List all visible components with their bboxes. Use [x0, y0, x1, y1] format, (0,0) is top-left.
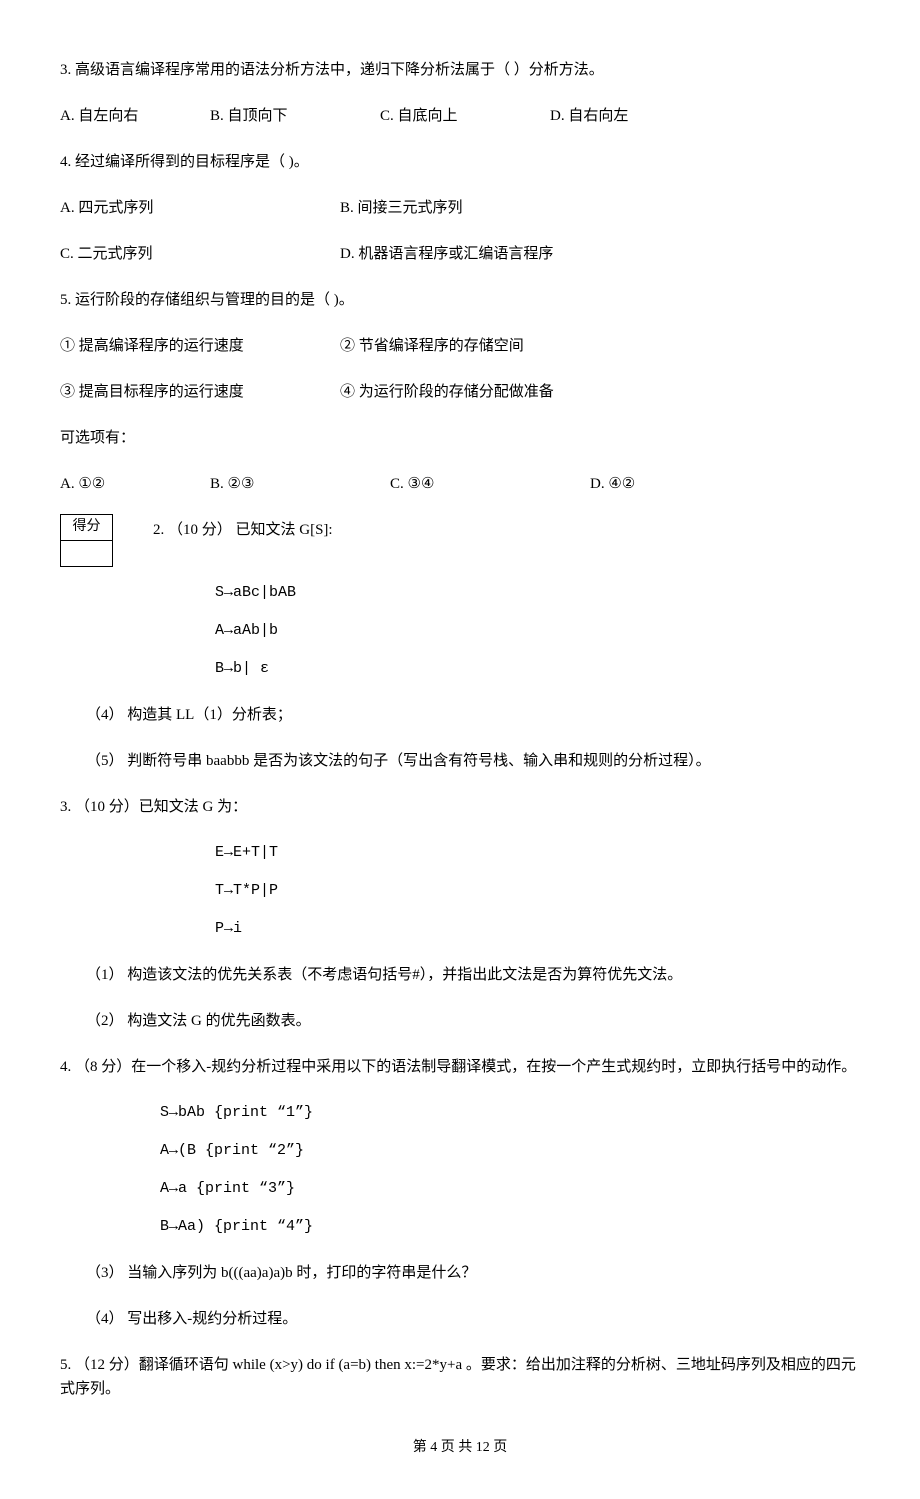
page-footer: 第 4 页 共 12 页 [60, 1437, 860, 1459]
q5-opt-d: D. ④② [590, 472, 760, 496]
q5-opts-label: 可选项有： [60, 426, 860, 450]
q3b-sub1: （1） 构造该文法的优先关系表（不考虑语句括号#），并指出此文法是否为算符优先文… [60, 963, 860, 987]
q4b-rule1: S→bAb {print “1”} [60, 1101, 860, 1125]
q4b-sub4: （4） 写出移入-规约分析过程。 [60, 1307, 860, 1331]
q4b-sub3: （3） 当输入序列为 b(((aa)a)a)b 时，打印的字符串是什么？ [60, 1261, 860, 1285]
q4-opt-b: B. 间接三元式序列 [340, 196, 620, 220]
q2b-sub5: （5） 判断符号串 baabbb 是否为该文法的句子（写出含有符号栈、输入串和规… [60, 749, 860, 773]
q3-opt-b: B. 自顶向下 [210, 104, 380, 128]
q4-opt-a: A. 四元式序列 [60, 196, 340, 220]
score-empty [61, 541, 113, 567]
q3-stem: 3. 高级语言编译程序常用的语法分析方法中，递归下降分析法属于（ ）分析方法。 [60, 58, 860, 82]
q5-item1: ① 提高编译程序的运行速度 [60, 334, 340, 358]
q5-line1: ① 提高编译程序的运行速度 ② 节省编译程序的存储空间 [60, 334, 860, 358]
q4-stem: 4. 经过编译所得到的目标程序是（ )。 [60, 150, 860, 174]
q5b-stem: 5. （12 分）翻译循环语句 while (x>y) do if (a=b) … [60, 1353, 860, 1401]
q4-options-row1: A. 四元式序列 B. 间接三元式序列 [60, 196, 860, 220]
q4b-rule4: B→Aa) {print “4”} [60, 1215, 860, 1239]
q3-opt-a: A. 自左向右 [60, 104, 210, 128]
q2b-stem: 2. （10 分） 已知文法 G[S]: [153, 518, 333, 542]
q2b-rule1: S→aBc|bAB [60, 581, 860, 605]
q3b-rule2: T→T*P|P [60, 879, 860, 903]
q3b-sub2: （2） 构造文法 G 的优先函数表。 [60, 1009, 860, 1033]
q4b-rule3: A→a {print “3”} [60, 1177, 860, 1201]
q3b-rule1: E→E+T|T [60, 841, 860, 865]
score-label: 得分 [61, 515, 113, 541]
q5-stem: 5. 运行阶段的存储组织与管理的目的是（ )。 [60, 288, 860, 312]
q2b-header: 得分 2. （10 分） 已知文法 G[S]: [60, 518, 860, 567]
q3b-rule3: P→i [60, 917, 860, 941]
q5-item4: ④ 为运行阶段的存储分配做准备 [340, 380, 860, 404]
q2b-sub4: （4） 构造其 LL（1）分析表； [60, 703, 860, 727]
q2b-rule2: A→aAb|b [60, 619, 860, 643]
q4-options-row2: C. 二元式序列 D. 机器语言程序或汇编语言程序 [60, 242, 860, 266]
q5-item2: ② 节省编译程序的存储空间 [340, 334, 860, 358]
q2b-rule3: B→b| ε [60, 657, 860, 681]
q3b-stem: 3. （10 分）已知文法 G 为： [60, 795, 860, 819]
q5-options: A. ①② B. ②③ C. ③④ D. ④② [60, 472, 860, 496]
score-box: 得分 [60, 514, 113, 567]
q3-options: A. 自左向右 B. 自顶向下 C. 自底向上 D. 自右向左 [60, 104, 860, 128]
q4b-stem: 4. （8 分）在一个移入-规约分析过程中采用以下的语法制导翻译模式，在按一个产… [60, 1055, 860, 1079]
q4-opt-c: C. 二元式序列 [60, 242, 340, 266]
q4b-rule2: A→(B {print “2”} [60, 1139, 860, 1163]
q5-opt-a: A. ①② [60, 472, 210, 496]
q5-opt-c: C. ③④ [390, 472, 590, 496]
q5-item3: ③ 提高目标程序的运行速度 [60, 380, 340, 404]
q3-opt-d: D. 自右向左 [550, 104, 720, 128]
q5-line2: ③ 提高目标程序的运行速度 ④ 为运行阶段的存储分配做准备 [60, 380, 860, 404]
q5-opt-b: B. ②③ [210, 472, 390, 496]
q4-opt-d: D. 机器语言程序或汇编语言程序 [340, 242, 620, 266]
q3-opt-c: C. 自底向上 [380, 104, 550, 128]
